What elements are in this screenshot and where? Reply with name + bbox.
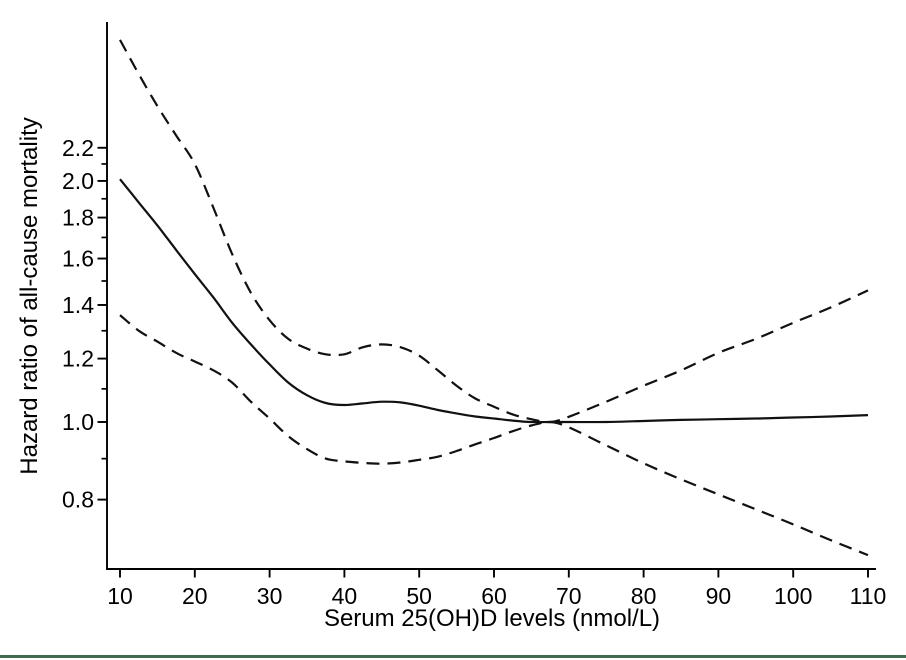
bottom-divider-rule <box>0 655 906 658</box>
y-tick-label: 1.8 <box>62 205 94 231</box>
x-tick-label: 50 <box>406 583 432 609</box>
x-tick-label: 100 <box>774 583 812 609</box>
lower-95-confidence-limit-curve <box>119 314 869 557</box>
y-tick-label: 1.4 <box>62 292 94 318</box>
x-tick-label: 60 <box>481 583 507 609</box>
y-tick-label: 2.0 <box>62 168 94 194</box>
axes <box>106 22 876 570</box>
y-tick-label: 1.0 <box>62 409 94 435</box>
axis-ticks <box>97 146 869 578</box>
x-tick-label: 90 <box>706 583 732 609</box>
x-tick-label: 10 <box>107 583 133 609</box>
y-tick-label: 1.6 <box>62 246 94 272</box>
x-tick-label: 20 <box>182 583 208 609</box>
x-tick-label: 40 <box>332 583 358 609</box>
curves <box>119 39 869 557</box>
y-tick-label: 1.2 <box>62 346 94 372</box>
axis-lines <box>106 22 876 570</box>
x-tick-label: 80 <box>631 583 657 609</box>
y-axis-title: Hazard ratio of all-cause mortality <box>16 117 43 474</box>
upper-95-confidence-limit-curve <box>119 39 869 424</box>
x-tick-label: 110 <box>850 583 887 609</box>
x-tick-label: 70 <box>556 583 582 609</box>
hazard-ratio-point-estimate-curve <box>119 178 869 424</box>
y-tick-label: 2.2 <box>62 135 94 161</box>
x-tick-label: 30 <box>257 583 283 609</box>
y-tick-label: 0.8 <box>62 487 94 513</box>
axis-tick-labels: 0.8 1.0 1.2 1.4 1.6 1.8 2.0 2.2 10 20 30 40 50 60 70 80… <box>62 135 886 609</box>
x-axis-title: Serum 25(OH)D levels (nmol/L) <box>324 605 660 632</box>
